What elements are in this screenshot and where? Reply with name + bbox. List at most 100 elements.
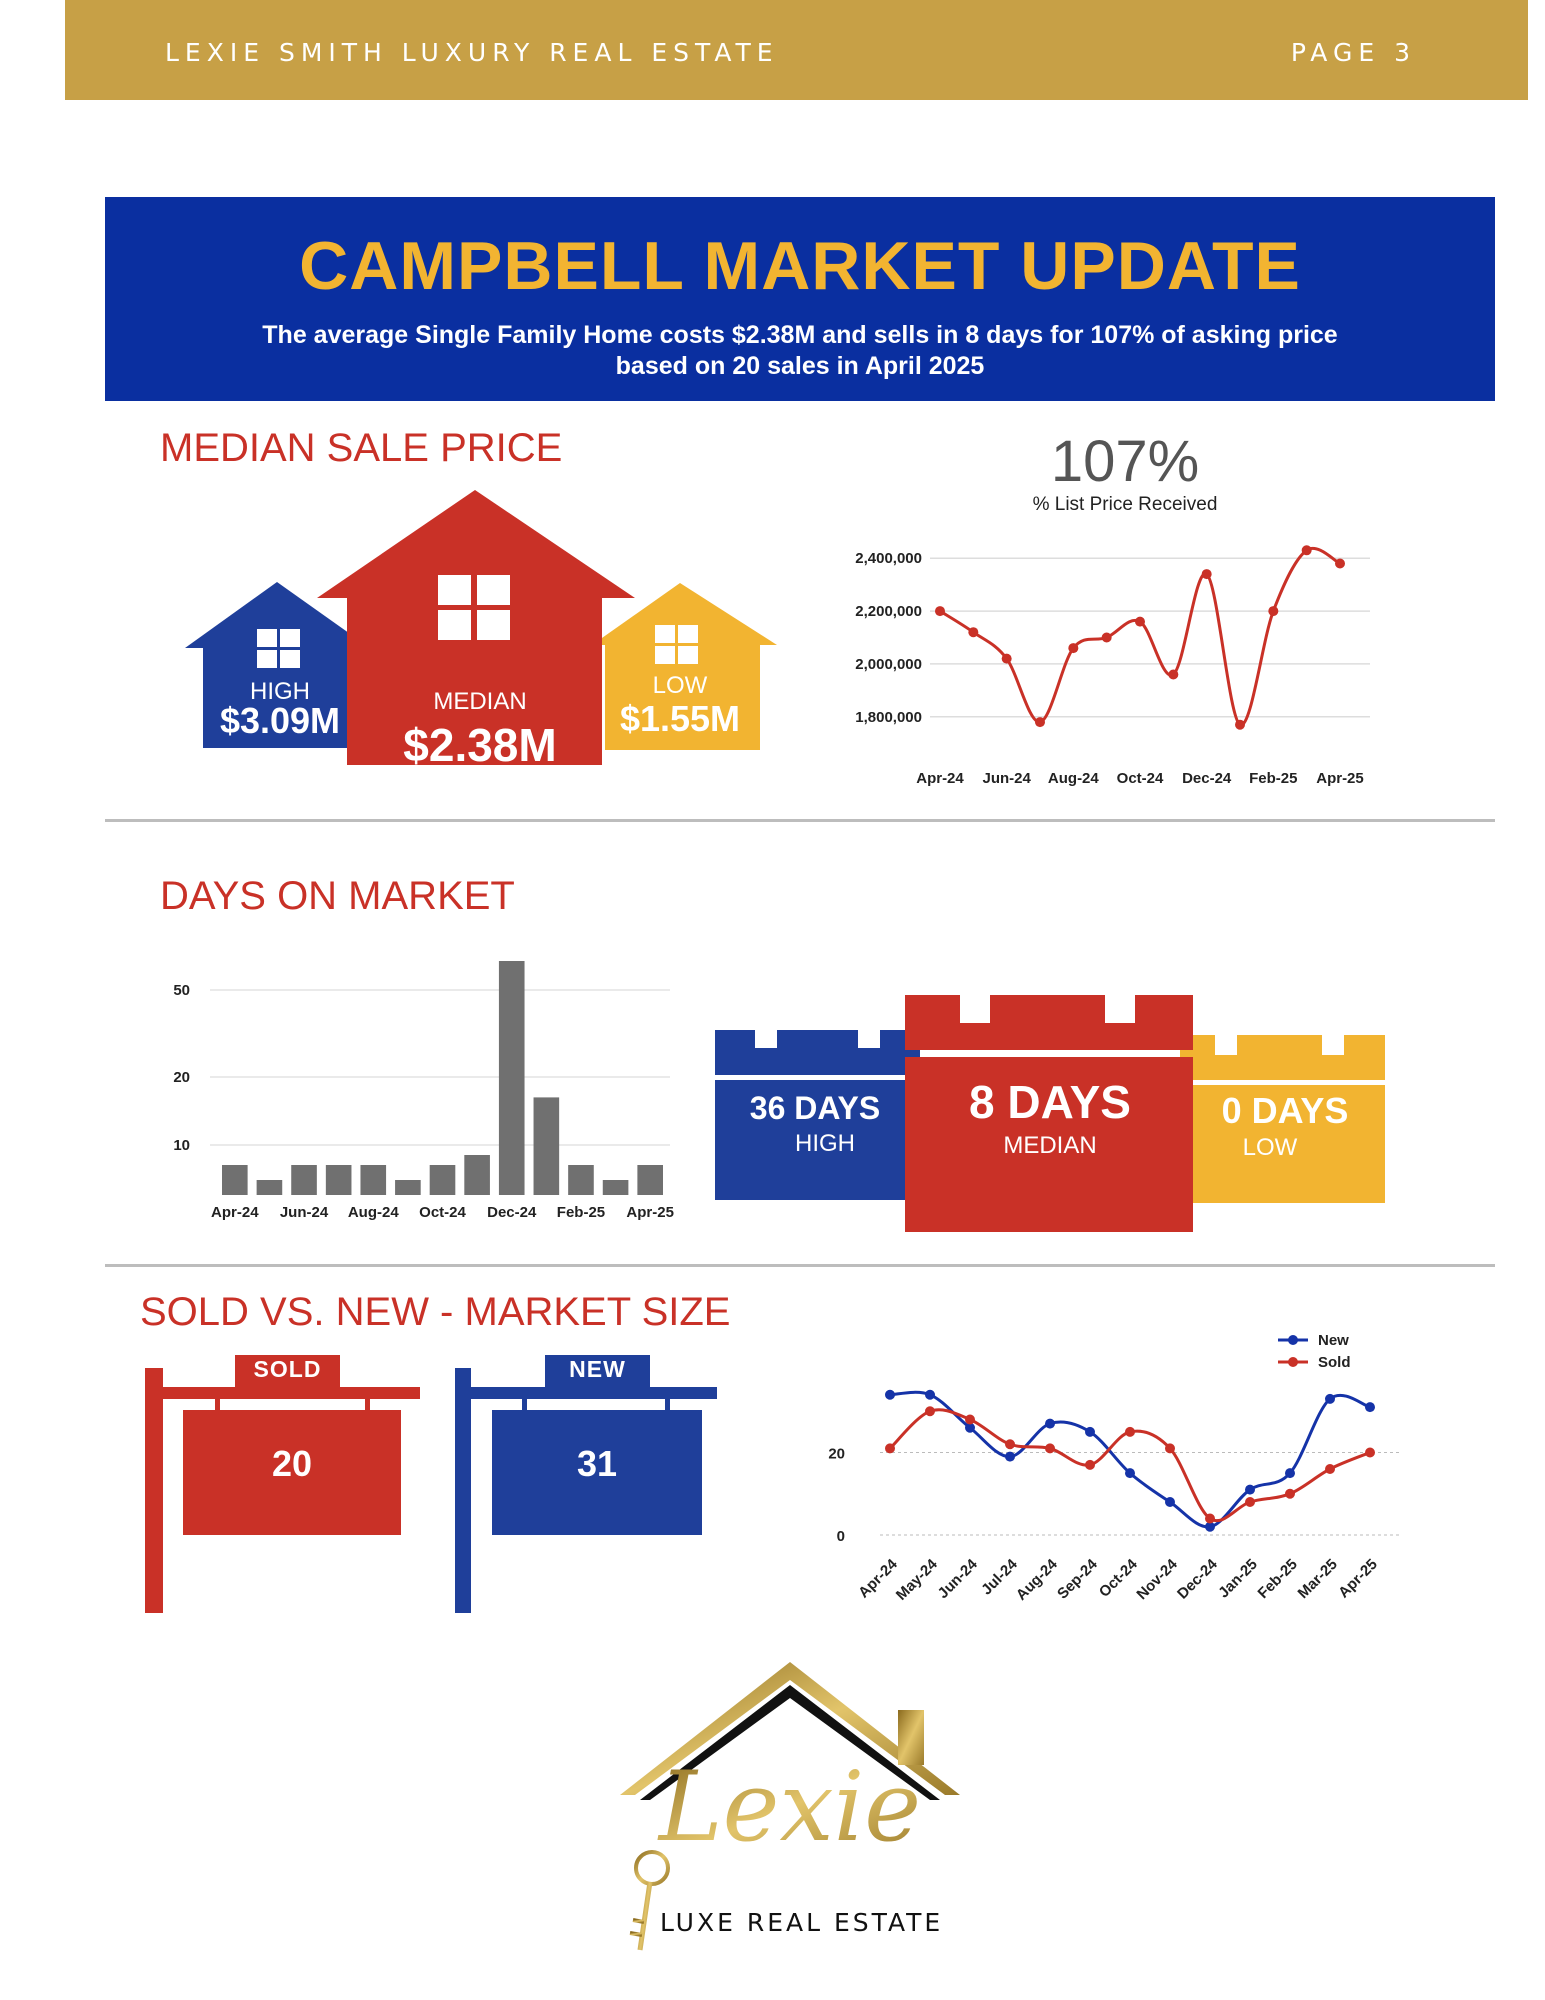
x-tick-label: Jun-24 xyxy=(280,1204,329,1221)
x-tick-label: Aug-24 xyxy=(1013,1555,1061,1603)
dom-bar xyxy=(291,1165,317,1195)
series-point-new xyxy=(1005,1451,1015,1462)
days-on-market-title: DAYS ON MARKET xyxy=(160,874,515,918)
y-tick-label: 20 xyxy=(828,1446,845,1463)
series-point-new xyxy=(1085,1426,1095,1437)
x-tick-label: May-24 xyxy=(893,1555,941,1603)
series-line-sold xyxy=(888,1408,1371,1523)
dom-bar xyxy=(429,1165,456,1195)
price-line xyxy=(939,546,1341,727)
sold-value: 20 xyxy=(271,1443,313,1484)
y-tick-label: 1,800,000 xyxy=(855,709,922,726)
x-tick-label: Oct-24 xyxy=(1117,770,1164,787)
banner-subtitle-line2: based on 20 sales in April 2025 xyxy=(615,352,985,380)
new-sign-icon xyxy=(455,1355,717,1613)
section-divider-1 xyxy=(105,819,1495,822)
y-tick-label: 2,000,000 xyxy=(855,656,922,673)
legend-label: Sold xyxy=(1318,1354,1351,1371)
high-label: HIGH xyxy=(250,678,310,705)
x-tick-label: Feb-25 xyxy=(557,1204,605,1221)
series-point-sold xyxy=(1045,1443,1055,1454)
x-tick-label: Aug-24 xyxy=(348,1204,399,1221)
new-value: 31 xyxy=(576,1443,618,1484)
sold-label: SOLD xyxy=(253,1356,322,1382)
sold-vs-new-title: SOLD VS. NEW - MARKET SIZE xyxy=(140,1290,731,1334)
dom-bar xyxy=(498,961,525,1195)
high-calendar-icon xyxy=(715,1020,920,1200)
median-sale-price-title: MEDIAN SALE PRICE xyxy=(160,426,563,470)
series-point-sold xyxy=(1325,1464,1335,1474)
x-tick-label: Aug-24 xyxy=(1048,770,1099,787)
price-point xyxy=(1068,643,1079,654)
dom-bar xyxy=(464,1155,490,1195)
series-point-sold xyxy=(1205,1513,1215,1524)
price-point xyxy=(1001,653,1012,664)
price-point xyxy=(968,627,979,638)
x-tick-label: Jun-24 xyxy=(982,770,1031,787)
dom-bar xyxy=(602,1180,629,1195)
legend-marker xyxy=(1288,1335,1298,1345)
legend-marker xyxy=(1288,1357,1298,1367)
series-point-sold xyxy=(1285,1488,1295,1499)
series-point-new xyxy=(1125,1468,1135,1479)
x-tick-label: Apr-25 xyxy=(1335,1556,1381,1602)
dom-high-label: HIGH xyxy=(795,1130,855,1157)
dom-low-label: LOW xyxy=(1242,1134,1298,1161)
series-point-new xyxy=(925,1389,935,1400)
price-point xyxy=(1135,616,1145,627)
banner-subtitle-line1: The average Single Family Home costs $2.… xyxy=(262,321,1338,349)
high-value: $3.09M xyxy=(219,700,341,741)
new-label: NEW xyxy=(569,1356,626,1382)
x-tick-label: Dec-24 xyxy=(487,1204,537,1221)
x-tick-label: Apr-24 xyxy=(211,1204,259,1221)
series-point-new xyxy=(1245,1484,1255,1495)
series-point-new xyxy=(885,1389,895,1400)
dom-bar xyxy=(568,1165,594,1195)
x-tick-label: Dec-24 xyxy=(1182,770,1232,787)
high-house-icon xyxy=(185,582,370,748)
series-point-sold xyxy=(1125,1426,1135,1437)
price-point xyxy=(935,606,945,617)
y-tick-label: 0 xyxy=(837,1528,845,1545)
x-tick-label: Apr-25 xyxy=(1316,770,1364,787)
series-point-sold xyxy=(1165,1443,1175,1454)
legend-label: New xyxy=(1318,1332,1349,1349)
price-point xyxy=(1201,569,1212,580)
dom-median-label: MEDIAN xyxy=(1003,1132,1097,1159)
dom-high-value: 36 DAYS xyxy=(749,1090,881,1126)
price-point xyxy=(1101,632,1112,643)
calendars-graphic xyxy=(715,985,1385,1232)
dom-bar xyxy=(533,1097,560,1195)
series-point-sold xyxy=(1245,1497,1255,1507)
y-tick-label: 2,400,000 xyxy=(855,550,922,567)
series-point-sold xyxy=(965,1414,975,1425)
dom-bar xyxy=(222,1165,248,1195)
series-point-new xyxy=(1045,1418,1055,1429)
price-point xyxy=(1235,719,1245,730)
series-point-new xyxy=(1285,1468,1295,1479)
median-value: $2.38M xyxy=(403,719,557,771)
x-tick-label: Feb-25 xyxy=(1255,1556,1301,1602)
series-point-new xyxy=(1205,1521,1215,1532)
dom-bar xyxy=(256,1180,283,1195)
low-calendar-icon xyxy=(1180,1027,1385,1203)
market-banner: CAMPBELL MARKET UPDATE The average Singl… xyxy=(105,197,1495,401)
y-tick-label: 20 xyxy=(173,1069,190,1086)
dom-low-value: 0 DAYS xyxy=(1221,1090,1349,1131)
banner-title: CAMPBELL MARKET UPDATE xyxy=(299,228,1301,304)
x-tick-label: Mar-25 xyxy=(1295,1556,1341,1602)
brand-name: LEXIE SMITH LUXURY REAL ESTATE xyxy=(165,38,779,67)
series-point-sold xyxy=(1085,1459,1095,1470)
section-divider-2 xyxy=(105,1264,1495,1267)
days-on-market-chart: 10 20 50 Apr-24 Jun-24 Aug-24 Oct-24 Dec-24 Feb-… xyxy=(173,961,674,1221)
series-line-new xyxy=(889,1390,1371,1529)
dom-bar xyxy=(637,1165,663,1195)
series-point-new xyxy=(1325,1393,1335,1404)
lexie-logo: Lexie xyxy=(620,1662,960,1951)
dom-median-value: 8 DAYS xyxy=(969,1076,1131,1128)
x-tick-label: Nov-24 xyxy=(1133,1555,1181,1603)
houses-graphic xyxy=(185,490,777,765)
x-tick-label: Jan-25 xyxy=(1215,1556,1261,1602)
median-house-icon xyxy=(317,490,635,765)
series-point-sold xyxy=(925,1406,935,1417)
